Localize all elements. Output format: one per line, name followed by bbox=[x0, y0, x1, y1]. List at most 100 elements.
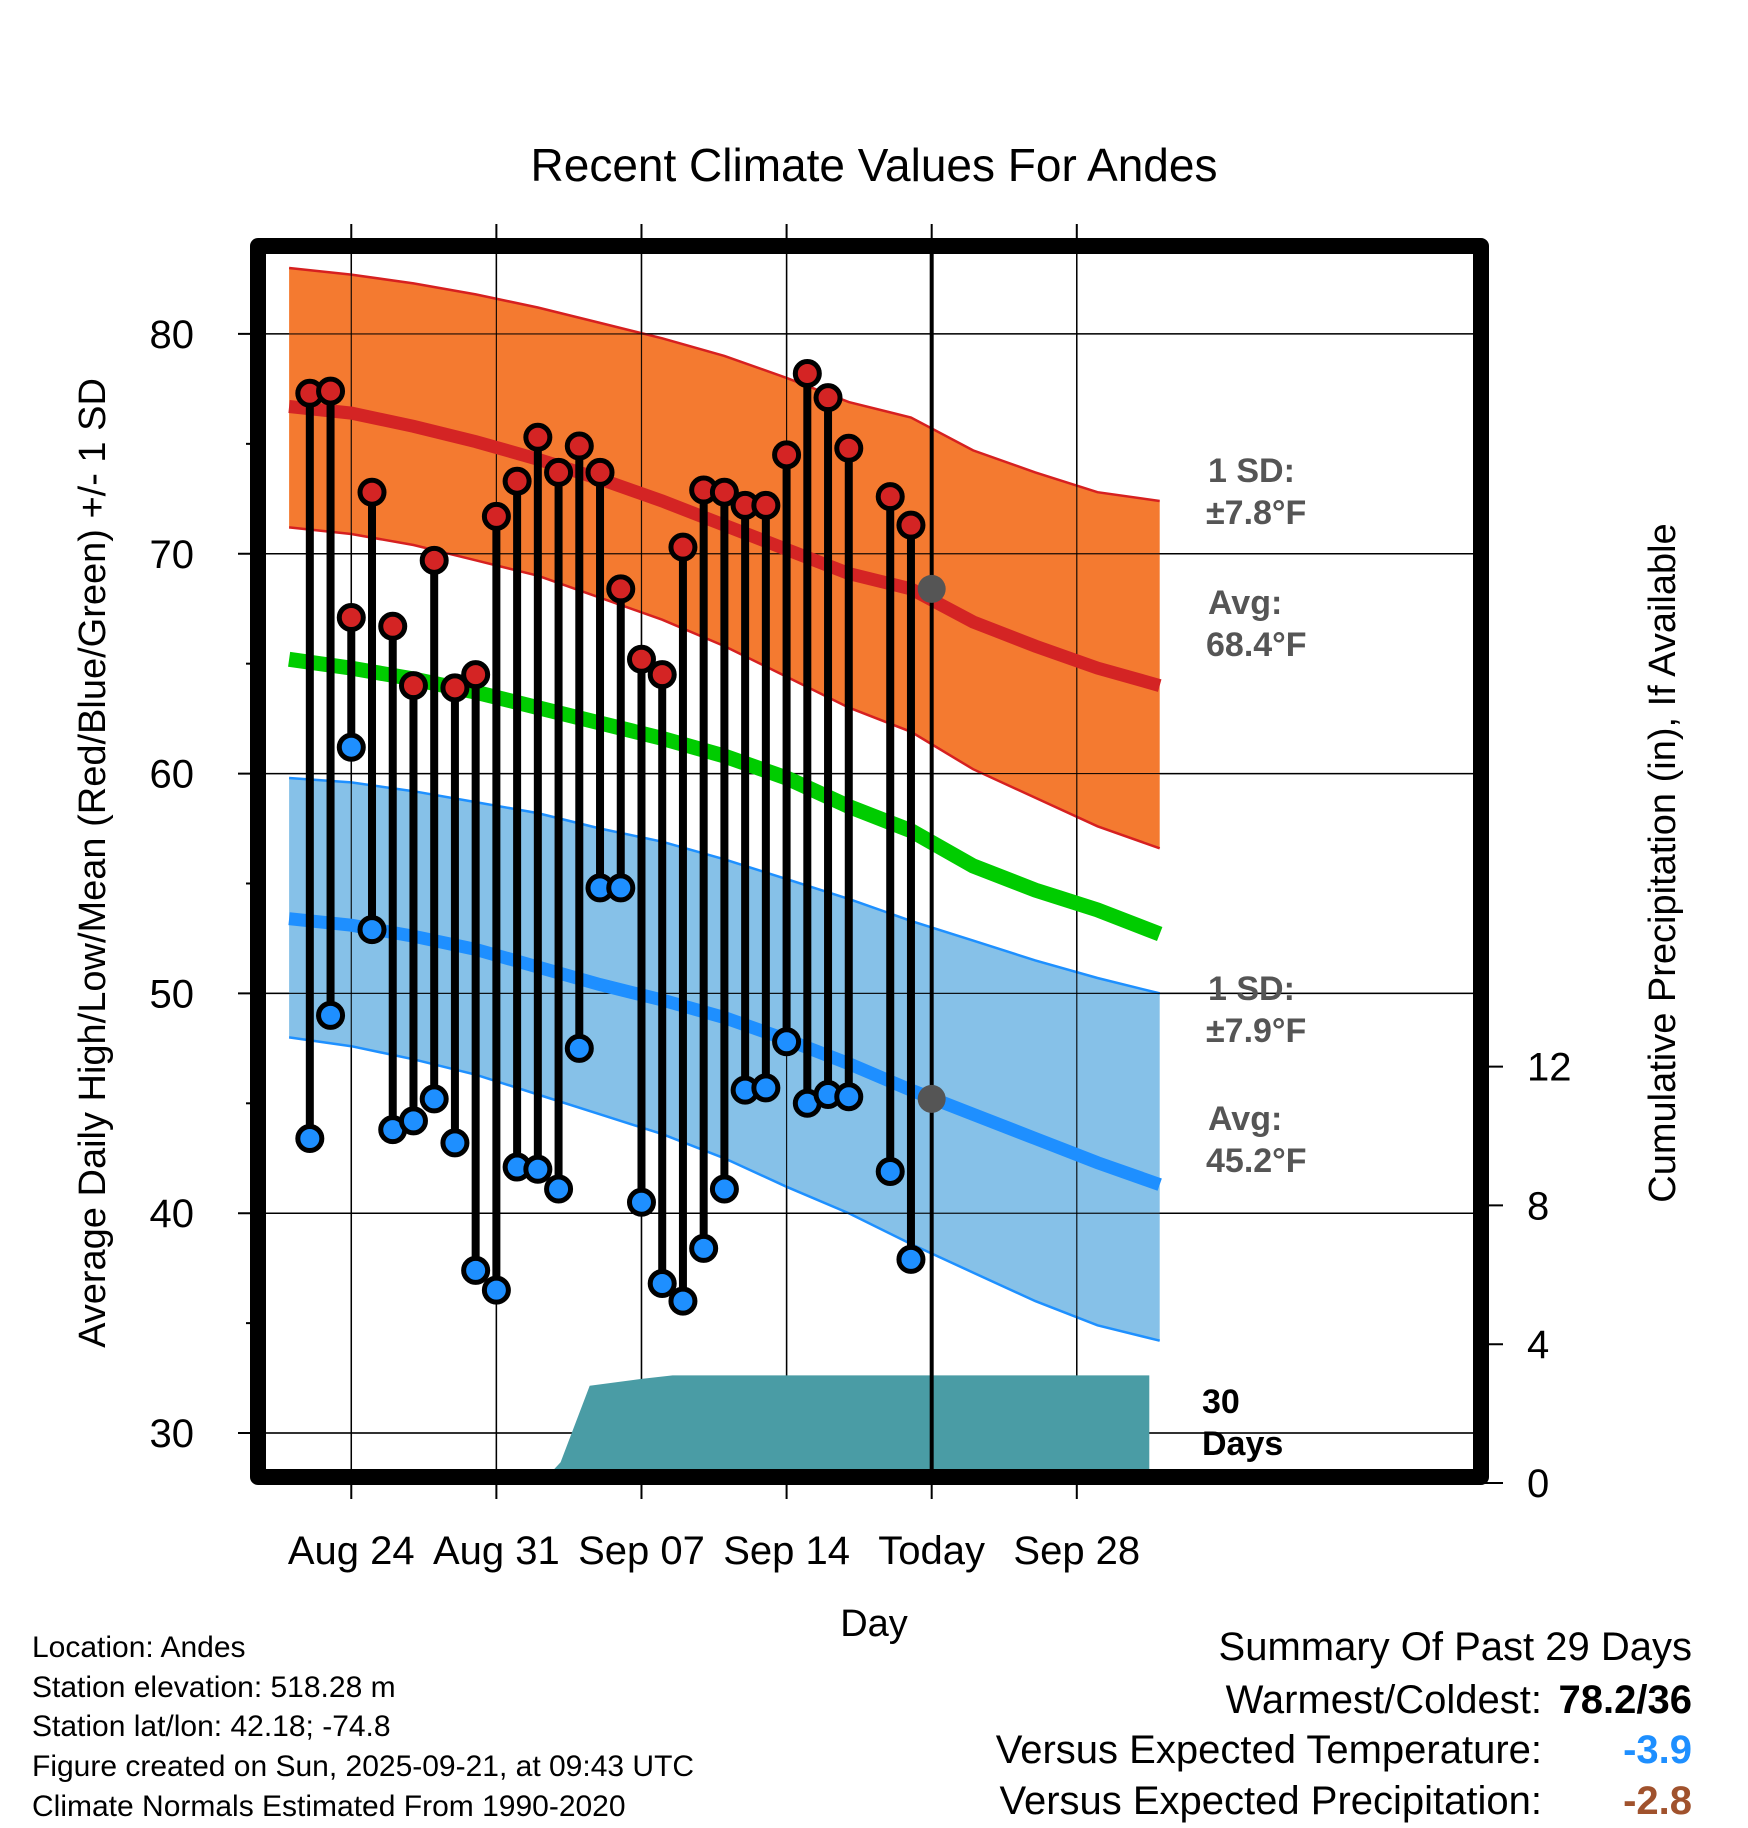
daily-high-point bbox=[772, 440, 802, 470]
daily-high-point bbox=[668, 532, 698, 562]
x-tick-label: Sep 28 bbox=[1013, 1529, 1140, 1573]
summary-temperature: Versus Expected Temperature: -3.9 bbox=[996, 1730, 1692, 1770]
summary-title: Summary Of Past 29 Days bbox=[1218, 1625, 1692, 1669]
y2-tick-label: 8 bbox=[1527, 1184, 1549, 1228]
days-count-word: Days bbox=[1202, 1425, 1283, 1463]
info-latlon: Station lat/lon: 42.18; -74.8 bbox=[32, 1710, 391, 1743]
daily-high-point bbox=[834, 433, 864, 463]
daily-high-point bbox=[709, 477, 739, 507]
daily-low-point bbox=[461, 1255, 491, 1285]
daily-low-point bbox=[440, 1128, 470, 1158]
daily-high-point bbox=[316, 376, 346, 406]
temp-anomaly-label: Versus Expected Temperature: bbox=[995, 1728, 1542, 1772]
low-sd-value: ±7.9°F bbox=[1206, 1012, 1306, 1050]
y2-tick-label: 12 bbox=[1527, 1046, 1572, 1090]
y-tick-label: 50 bbox=[150, 972, 195, 1016]
y-tick-label: 60 bbox=[150, 753, 195, 797]
daily-high-point bbox=[357, 477, 387, 507]
daily-low-point bbox=[626, 1187, 656, 1217]
plot-content bbox=[258, 246, 1481, 1477]
low-avg-value: 45.2°F bbox=[1206, 1142, 1307, 1180]
high-band-upper-edge bbox=[288, 266, 1160, 503]
warm-cold-label: Warmest/Coldest: bbox=[1225, 1678, 1542, 1722]
daily-high-point bbox=[896, 510, 926, 540]
daily-high-point bbox=[564, 431, 594, 461]
daily-high-point bbox=[419, 545, 449, 575]
daily-high-point bbox=[481, 501, 511, 531]
plot-frame bbox=[250, 238, 1489, 1485]
daily-low-point bbox=[357, 915, 387, 945]
daily-high-point bbox=[544, 457, 574, 487]
daily-high-point bbox=[336, 602, 366, 632]
daily-low-point bbox=[875, 1156, 905, 1186]
info-elevation: Station elevation: 518.28 m bbox=[32, 1671, 396, 1704]
daily-low-point bbox=[419, 1084, 449, 1114]
daily-high-point bbox=[502, 466, 532, 496]
daily-low-point bbox=[751, 1073, 781, 1103]
y-tick-label: 40 bbox=[150, 1192, 195, 1236]
data-marks bbox=[295, 358, 946, 1316]
y-tick-label: 30 bbox=[150, 1412, 195, 1456]
daily-low-point bbox=[295, 1123, 325, 1153]
plot-area bbox=[258, 246, 1481, 1477]
y2-axis-label: Cumulative Precipitation (in), If Availa… bbox=[1642, 523, 1684, 1202]
axes: 30 40 50 60 70 80 0 4 8 12 Aug 24 Aug 31 Sep 07 Sep 1… bbox=[150, 224, 1572, 1573]
daily-low-point bbox=[647, 1269, 677, 1299]
daily-high-point bbox=[440, 673, 470, 703]
daily-low-point bbox=[772, 1027, 802, 1057]
chart-title: Recent Climate Values For Andes bbox=[531, 139, 1218, 191]
daily-high-point bbox=[875, 482, 905, 512]
high-sd-value: ±7.8°F bbox=[1206, 494, 1306, 532]
daily-low-point bbox=[668, 1286, 698, 1316]
daily-low-point bbox=[523, 1154, 553, 1184]
precip-area bbox=[289, 1375, 1150, 1477]
x-tick-label: Aug 24 bbox=[288, 1529, 415, 1573]
annotations: 1 SD: ±7.8°F Avg: 68.4°F 1 SD: ±7.9°F Avg: 45.2… bbox=[1202, 452, 1307, 1463]
precip-anomaly-value: -2.8 bbox=[1623, 1779, 1692, 1823]
daily-low-point bbox=[336, 732, 366, 762]
daily-low-point bbox=[481, 1275, 511, 1305]
daily-high-point bbox=[585, 457, 615, 487]
y-tick-label: 70 bbox=[150, 533, 195, 577]
today-high-normal-point bbox=[917, 574, 946, 603]
daily-low-point bbox=[564, 1033, 594, 1063]
today-low-normal-point bbox=[917, 1084, 946, 1113]
x-tick-label: Aug 31 bbox=[433, 1529, 560, 1573]
days-count-number: 30 bbox=[1202, 1383, 1240, 1421]
daily-high-point bbox=[461, 660, 491, 690]
y2-tick-label: 0 bbox=[1527, 1462, 1549, 1506]
x-tick-label: Today bbox=[878, 1529, 985, 1573]
daily-low-point bbox=[896, 1244, 926, 1274]
precip-anomaly-label: Versus Expected Precipitation: bbox=[999, 1779, 1542, 1823]
temp-anomaly-value: -3.9 bbox=[1623, 1728, 1692, 1772]
daily-high-point bbox=[378, 611, 408, 641]
daily-low-point bbox=[398, 1106, 428, 1136]
daily-high-point bbox=[792, 358, 822, 388]
daily-high-point bbox=[398, 671, 428, 701]
summary-warm-cold: Warmest/Coldest: 78.2/36 bbox=[1226, 1680, 1692, 1720]
high-avg-value: 68.4°F bbox=[1206, 626, 1307, 664]
daily-high-point bbox=[606, 574, 636, 604]
daily-high-point bbox=[647, 660, 677, 690]
daily-high-point bbox=[751, 490, 781, 520]
daily-low-point bbox=[689, 1233, 719, 1263]
low-sd-label: 1 SD: bbox=[1208, 970, 1295, 1008]
info-created: Figure created on Sun, 2025-09-21, at 09… bbox=[32, 1750, 695, 1783]
x-tick-label: Sep 07 bbox=[578, 1529, 705, 1573]
daily-high-point bbox=[626, 644, 656, 674]
x-axis-label: Day bbox=[840, 1603, 908, 1645]
summary-precipitation: Versus Expected Precipitation: -2.8 bbox=[999, 1781, 1692, 1821]
warm-cold-value: 78.2/36 bbox=[1558, 1678, 1692, 1722]
x-tick-label: Sep 14 bbox=[723, 1529, 850, 1573]
info-location: Location: Andes bbox=[32, 1631, 246, 1664]
daily-high-point bbox=[523, 422, 553, 452]
daily-low-point bbox=[834, 1082, 864, 1112]
y2-tick-label: 4 bbox=[1527, 1323, 1549, 1367]
daily-low-point bbox=[316, 1000, 346, 1030]
daily-low-point bbox=[709, 1174, 739, 1204]
high-avg-label: Avg: bbox=[1208, 584, 1282, 622]
info-normals: Climate Normals Estimated From 1990-2020 bbox=[32, 1790, 626, 1823]
y-tick-label: 80 bbox=[150, 313, 195, 357]
daily-low-point bbox=[544, 1174, 574, 1204]
